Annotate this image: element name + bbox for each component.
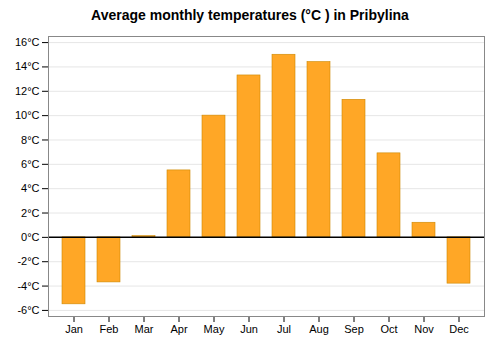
svg-text:Aug: Aug <box>309 323 329 335</box>
html-text:Average monthly temperatures (: Average monthly temperatures (°C ) in Pr… <box>91 7 409 23</box>
svg-text:May: May <box>204 323 225 335</box>
svg-text:Jun: Jun <box>240 323 258 335</box>
svg-text:Mar: Mar <box>135 323 154 335</box>
svg-text:16°C: 16°C <box>15 36 40 48</box>
svg-text:2°C: 2°C <box>21 207 40 219</box>
svg-text:8°C: 8°C <box>21 133 40 145</box>
svg-text:Feb: Feb <box>100 323 119 335</box>
svg-text:Apr: Apr <box>170 323 187 335</box>
svg-text:Nov: Nov <box>414 323 434 335</box>
svg-text:-6°C: -6°C <box>17 304 39 316</box>
svg-text:10°C: 10°C <box>15 109 40 121</box>
svg-text:Jan: Jan <box>65 323 83 335</box>
svg-text:Oct: Oct <box>380 323 397 335</box>
svg-text:0°C: 0°C <box>21 231 40 243</box>
svg-text:14°C: 14°C <box>15 60 40 72</box>
svg-text:Dec: Dec <box>449 323 469 335</box>
svg-text:4°C: 4°C <box>21 182 40 194</box>
svg-text:6°C: 6°C <box>21 158 40 170</box>
svg-text:-2°C: -2°C <box>17 255 39 267</box>
svg-text:Jul: Jul <box>277 323 291 335</box>
svg-text:-4°C: -4°C <box>17 280 39 292</box>
svg-text:Sep: Sep <box>344 323 364 335</box>
svg-text:12°C: 12°C <box>15 85 40 97</box>
